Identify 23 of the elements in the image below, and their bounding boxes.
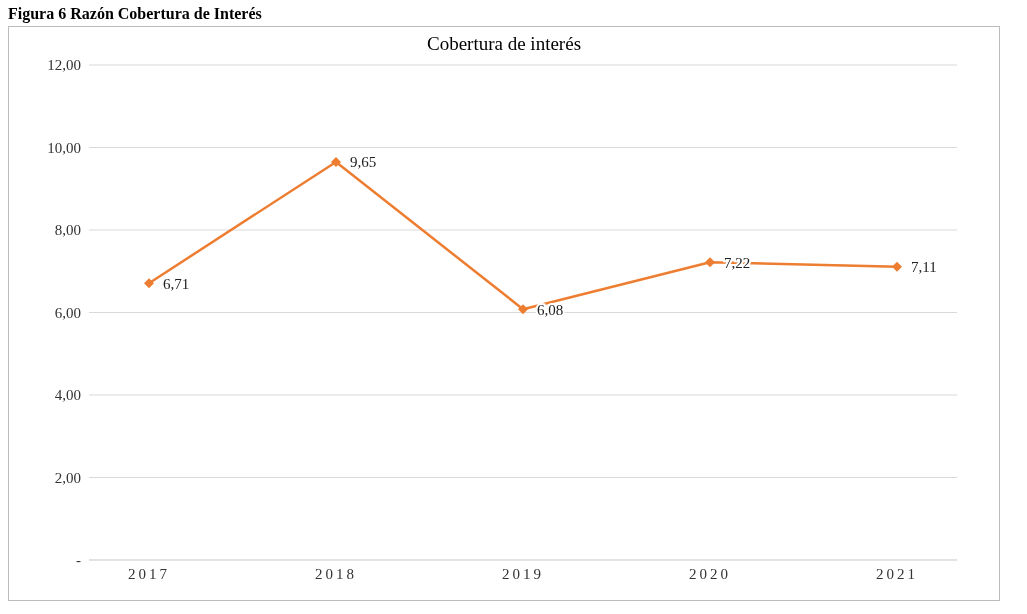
- x-tick-label: 2021: [876, 565, 918, 582]
- data-label: 7,11: [911, 259, 937, 276]
- x-tick-label: 2020: [689, 565, 731, 582]
- y-tick-label: 12,00: [47, 57, 81, 74]
- point: [518, 304, 528, 315]
- data-label: 6,71: [163, 275, 190, 292]
- data-label: 9,65: [350, 154, 377, 171]
- y-tick-label: -: [76, 552, 81, 569]
- point: [892, 261, 902, 272]
- x-tick-label: 2018: [315, 565, 357, 582]
- y-tick-label: 10,00: [47, 139, 81, 156]
- y-tick-label: 6,00: [54, 304, 81, 321]
- point: [144, 278, 154, 289]
- text: Figura 6 Razón Cobertura de Interés: [8, 5, 263, 22]
- chart-title: Cobertura de interés: [425, 33, 583, 55]
- data-label: 6,08: [537, 301, 564, 318]
- point: [331, 156, 341, 167]
- y-tick-label: 4,00: [54, 387, 81, 404]
- y-tick-label: 2,00: [54, 469, 81, 486]
- x-tick-label: 2017: [128, 565, 170, 582]
- x-tick-label: 2019: [502, 565, 544, 582]
- point: [705, 257, 715, 268]
- y-tick-label: 8,00: [54, 222, 81, 239]
